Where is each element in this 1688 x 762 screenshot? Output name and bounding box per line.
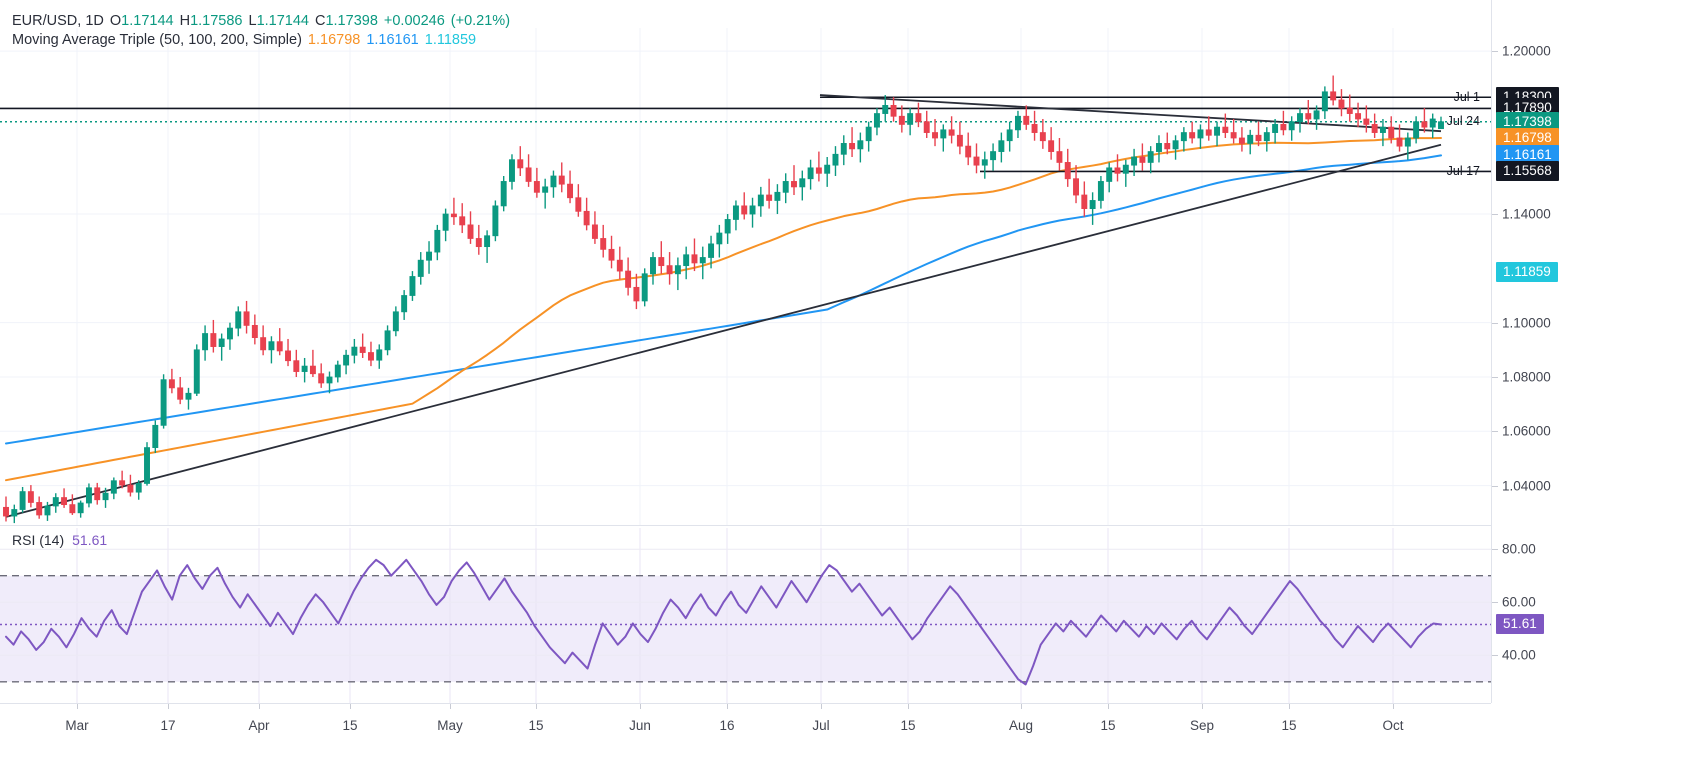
rsi-value: 51.61 [72,532,108,548]
time-tick-mark [77,704,78,709]
price-plot [0,28,1491,525]
rsi-tick-mark [1492,602,1498,604]
price-tick-mark [1492,376,1498,378]
time-tick-mark [1289,704,1290,709]
rsi-name[interactable]: RSI (14) [12,532,65,548]
price-badge-1.15568[interactable]: 1.15568 [1496,161,1559,182]
time-tick-mark [908,704,909,709]
price-chart-pane[interactable] [0,28,1491,525]
rsi-tick-60.00: 60.00 [1502,594,1536,610]
time-tick-mark [821,704,822,709]
time-tick-May: May [437,718,463,733]
symbol-label[interactable]: EUR/USD [12,13,78,29]
rsi-tick-mark [1492,549,1498,551]
time-tick-Oct: Oct [1382,718,1404,733]
time-tick-mark [350,704,351,709]
time-tick-15: 15 [342,718,358,733]
time-tick-mark [640,704,641,709]
price-axis[interactable]: 1.20000 1.14000 1.10000 1.08000 1.06000 1.040… [1491,0,1688,703]
time-tick-Apr: Apr [248,718,270,733]
time-tick-Jun: Jun [629,718,651,733]
time-tick-mark [1108,704,1109,709]
low-value: 1.17144 [256,13,309,29]
price-tick-mark [1492,322,1498,324]
open-value: 1.17144 [121,13,174,29]
time-tick-15: 15 [1281,718,1297,733]
interval-label[interactable]: 1D [85,13,104,29]
open-label: O [109,13,122,29]
rsi-tick-40.00: 40.00 [1502,647,1536,663]
time-tick-mark [168,704,169,709]
time-tick-Mar: Mar [65,718,89,733]
rsi-tick-mark [1492,655,1498,657]
change-absolute: +0.00246 [383,13,445,29]
time-tick-Sep: Sep [1189,718,1215,733]
time-tick-15: 15 [900,718,916,733]
time-tick-mark [1202,704,1203,709]
rsi-value-badge[interactable]: 51.61 [1496,614,1544,635]
time-tick-mark [259,704,260,709]
date-annotation-jul-1[interactable]: Jul 1 [1453,90,1480,105]
price-tick-1.20000: 1.20000 [1502,43,1551,59]
change-percent: (+0.21%) [450,13,511,29]
high-label: H [179,13,191,29]
price-tick-1.06000: 1.06000 [1502,423,1551,439]
time-tick-Jul: Jul [812,718,830,733]
close-value: 1.17398 [325,13,378,29]
pane-separator [0,525,1491,526]
price-tick-mark [1492,485,1498,487]
price-badge-1.16161[interactable]: 1.16161 [1496,145,1559,166]
price-tick-1.08000: 1.08000 [1502,369,1551,385]
rsi-legend: RSI (14) 51.61 [12,532,107,548]
price-badge-1.17398[interactable]: 1.17398 [1496,111,1559,132]
rsi-chart-pane[interactable] [0,528,1491,703]
time-tick-17: 17 [160,718,176,733]
high-value: 1.17586 [190,13,243,29]
price-tick-mark [1492,51,1498,53]
time-tick-mark [1021,704,1022,709]
price-tick-mark [1492,431,1498,433]
rsi-tick-80.00: 80.00 [1502,541,1536,557]
price-tick-mark [1492,214,1498,216]
price-tick-1.04000: 1.04000 [1502,478,1551,494]
time-tick-mark [450,704,451,709]
price-tick-1.14000: 1.14000 [1502,206,1551,222]
time-tick-mark [536,704,537,709]
time-tick-mark [1393,704,1394,709]
time-tick-Aug: Aug [1008,718,1034,733]
date-annotation-jul-24[interactable]: Jul 24 [1446,114,1480,129]
rsi-plot [0,528,1491,703]
price-tick-1.10000: 1.10000 [1502,315,1551,331]
time-tick-15: 15 [528,718,544,733]
close-label: C [314,13,326,29]
price-badge-1.11859[interactable]: 1.11859 [1496,262,1558,283]
time-tick-mark [727,704,728,709]
time-tick-15: 15 [1100,718,1116,733]
time-axis[interactable]: Mar 17 Apr 15 May 15 Jun 16 Jul 15 Aug 15 Sep 15 Oct [0,703,1491,762]
time-tick-16: 16 [719,718,735,733]
date-annotation-jul-17[interactable]: Jul 17 [1446,164,1480,179]
price-badge-1.16798[interactable]: 1.16798 [1496,128,1559,149]
low-label: L [248,13,257,29]
